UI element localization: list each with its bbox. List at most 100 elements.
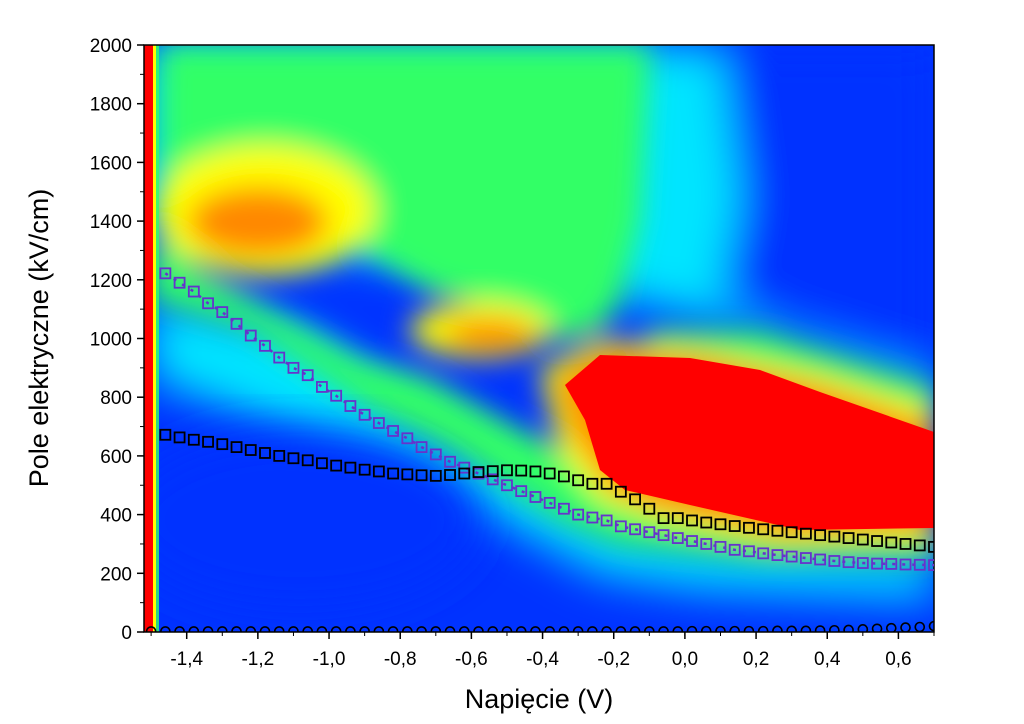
data-point (173, 276, 186, 289)
data-point (273, 449, 286, 462)
data-point (629, 523, 641, 536)
data-point (729, 625, 741, 632)
data-point (572, 474, 585, 487)
data-point (387, 626, 399, 632)
data-point (614, 485, 627, 498)
data-point (330, 626, 342, 632)
data-point (586, 477, 599, 490)
data-point (415, 441, 428, 453)
data-point (715, 625, 726, 632)
data-point (373, 626, 385, 632)
data-point (244, 444, 257, 456)
data-point (515, 464, 528, 477)
data-point (344, 400, 357, 412)
data-point (743, 521, 755, 534)
y-tick-label: 1400 (90, 212, 132, 233)
data-point (885, 536, 898, 549)
x-tick-label: -1,0 (313, 649, 346, 670)
data-point (216, 626, 228, 632)
series-layer (145, 267, 934, 632)
x-tick-label: -1,4 (170, 649, 203, 670)
x-tick-label: -1,2 (241, 649, 274, 670)
data-point (301, 369, 314, 382)
data-point (900, 622, 911, 632)
y-tick-label: 1600 (90, 153, 132, 174)
x-tick-label: -0,4 (526, 649, 559, 670)
data-point (771, 549, 784, 562)
data-point (515, 485, 528, 498)
data-point (700, 625, 712, 632)
series-trend-line (164, 272, 934, 567)
data-point (259, 626, 271, 632)
data-point (402, 626, 413, 632)
data-point (771, 524, 784, 537)
data-point (202, 297, 214, 310)
data-point (856, 533, 869, 546)
data-point (301, 454, 314, 467)
data-point (330, 459, 343, 472)
y-axis: 0 200 400 600 800 1000 1200 1400 1600 1800 2000 (90, 36, 144, 644)
data-point (501, 626, 513, 632)
data-point (785, 550, 798, 563)
data-point (700, 538, 713, 550)
data-point (444, 626, 456, 632)
data-point (899, 558, 912, 571)
data-point (843, 624, 854, 632)
x-tick-label: -0,6 (455, 649, 488, 670)
x-tick-label: 0,2 (743, 649, 769, 670)
data-point (614, 520, 627, 533)
data-point (187, 285, 200, 298)
data-point (572, 508, 585, 521)
data-point (572, 626, 584, 632)
data-point (529, 465, 542, 478)
y-tick-label: 1800 (90, 95, 132, 116)
x-tick-label: 0,0 (672, 649, 698, 670)
data-point (458, 626, 470, 632)
data-point (757, 523, 770, 536)
data-point (672, 626, 684, 632)
data-point (671, 532, 684, 544)
data-point (714, 540, 727, 553)
data-point (230, 441, 243, 453)
data-point (316, 626, 328, 632)
data-point (743, 625, 755, 632)
data-point (302, 626, 313, 632)
data-point (515, 626, 527, 632)
data-point (501, 464, 513, 477)
x-tick-label: 0,4 (814, 649, 841, 670)
data-point (145, 626, 157, 632)
data-point (799, 527, 812, 540)
data-point (657, 512, 670, 525)
data-point (600, 514, 613, 527)
data-point (928, 620, 934, 632)
data-point (173, 431, 186, 444)
data-point (728, 543, 741, 556)
heatmap-surface (144, 45, 934, 632)
y-tick-label: 2000 (90, 36, 132, 57)
data-point (899, 538, 912, 550)
data-point (871, 535, 883, 547)
x-tick-label: 0,6 (885, 649, 911, 670)
data-point (287, 361, 300, 374)
y-tick-label: 1200 (90, 271, 132, 292)
y-tick-label: 1000 (90, 330, 132, 351)
data-point (914, 621, 926, 632)
data-point (159, 267, 172, 280)
data-point (174, 626, 185, 632)
data-point (686, 625, 698, 632)
data-point (558, 470, 570, 483)
data-point (187, 433, 200, 446)
data-point (871, 623, 883, 632)
data-point (800, 625, 812, 632)
data-point (856, 557, 869, 569)
data-point (814, 529, 827, 542)
data-point (842, 532, 855, 544)
data-point (316, 381, 328, 393)
data-point (629, 493, 641, 506)
data-point (786, 625, 797, 632)
data-point (586, 511, 599, 524)
y-tick-label: 600 (100, 447, 132, 468)
data-point (387, 425, 399, 437)
data-point (501, 479, 513, 492)
data-point (814, 625, 826, 632)
